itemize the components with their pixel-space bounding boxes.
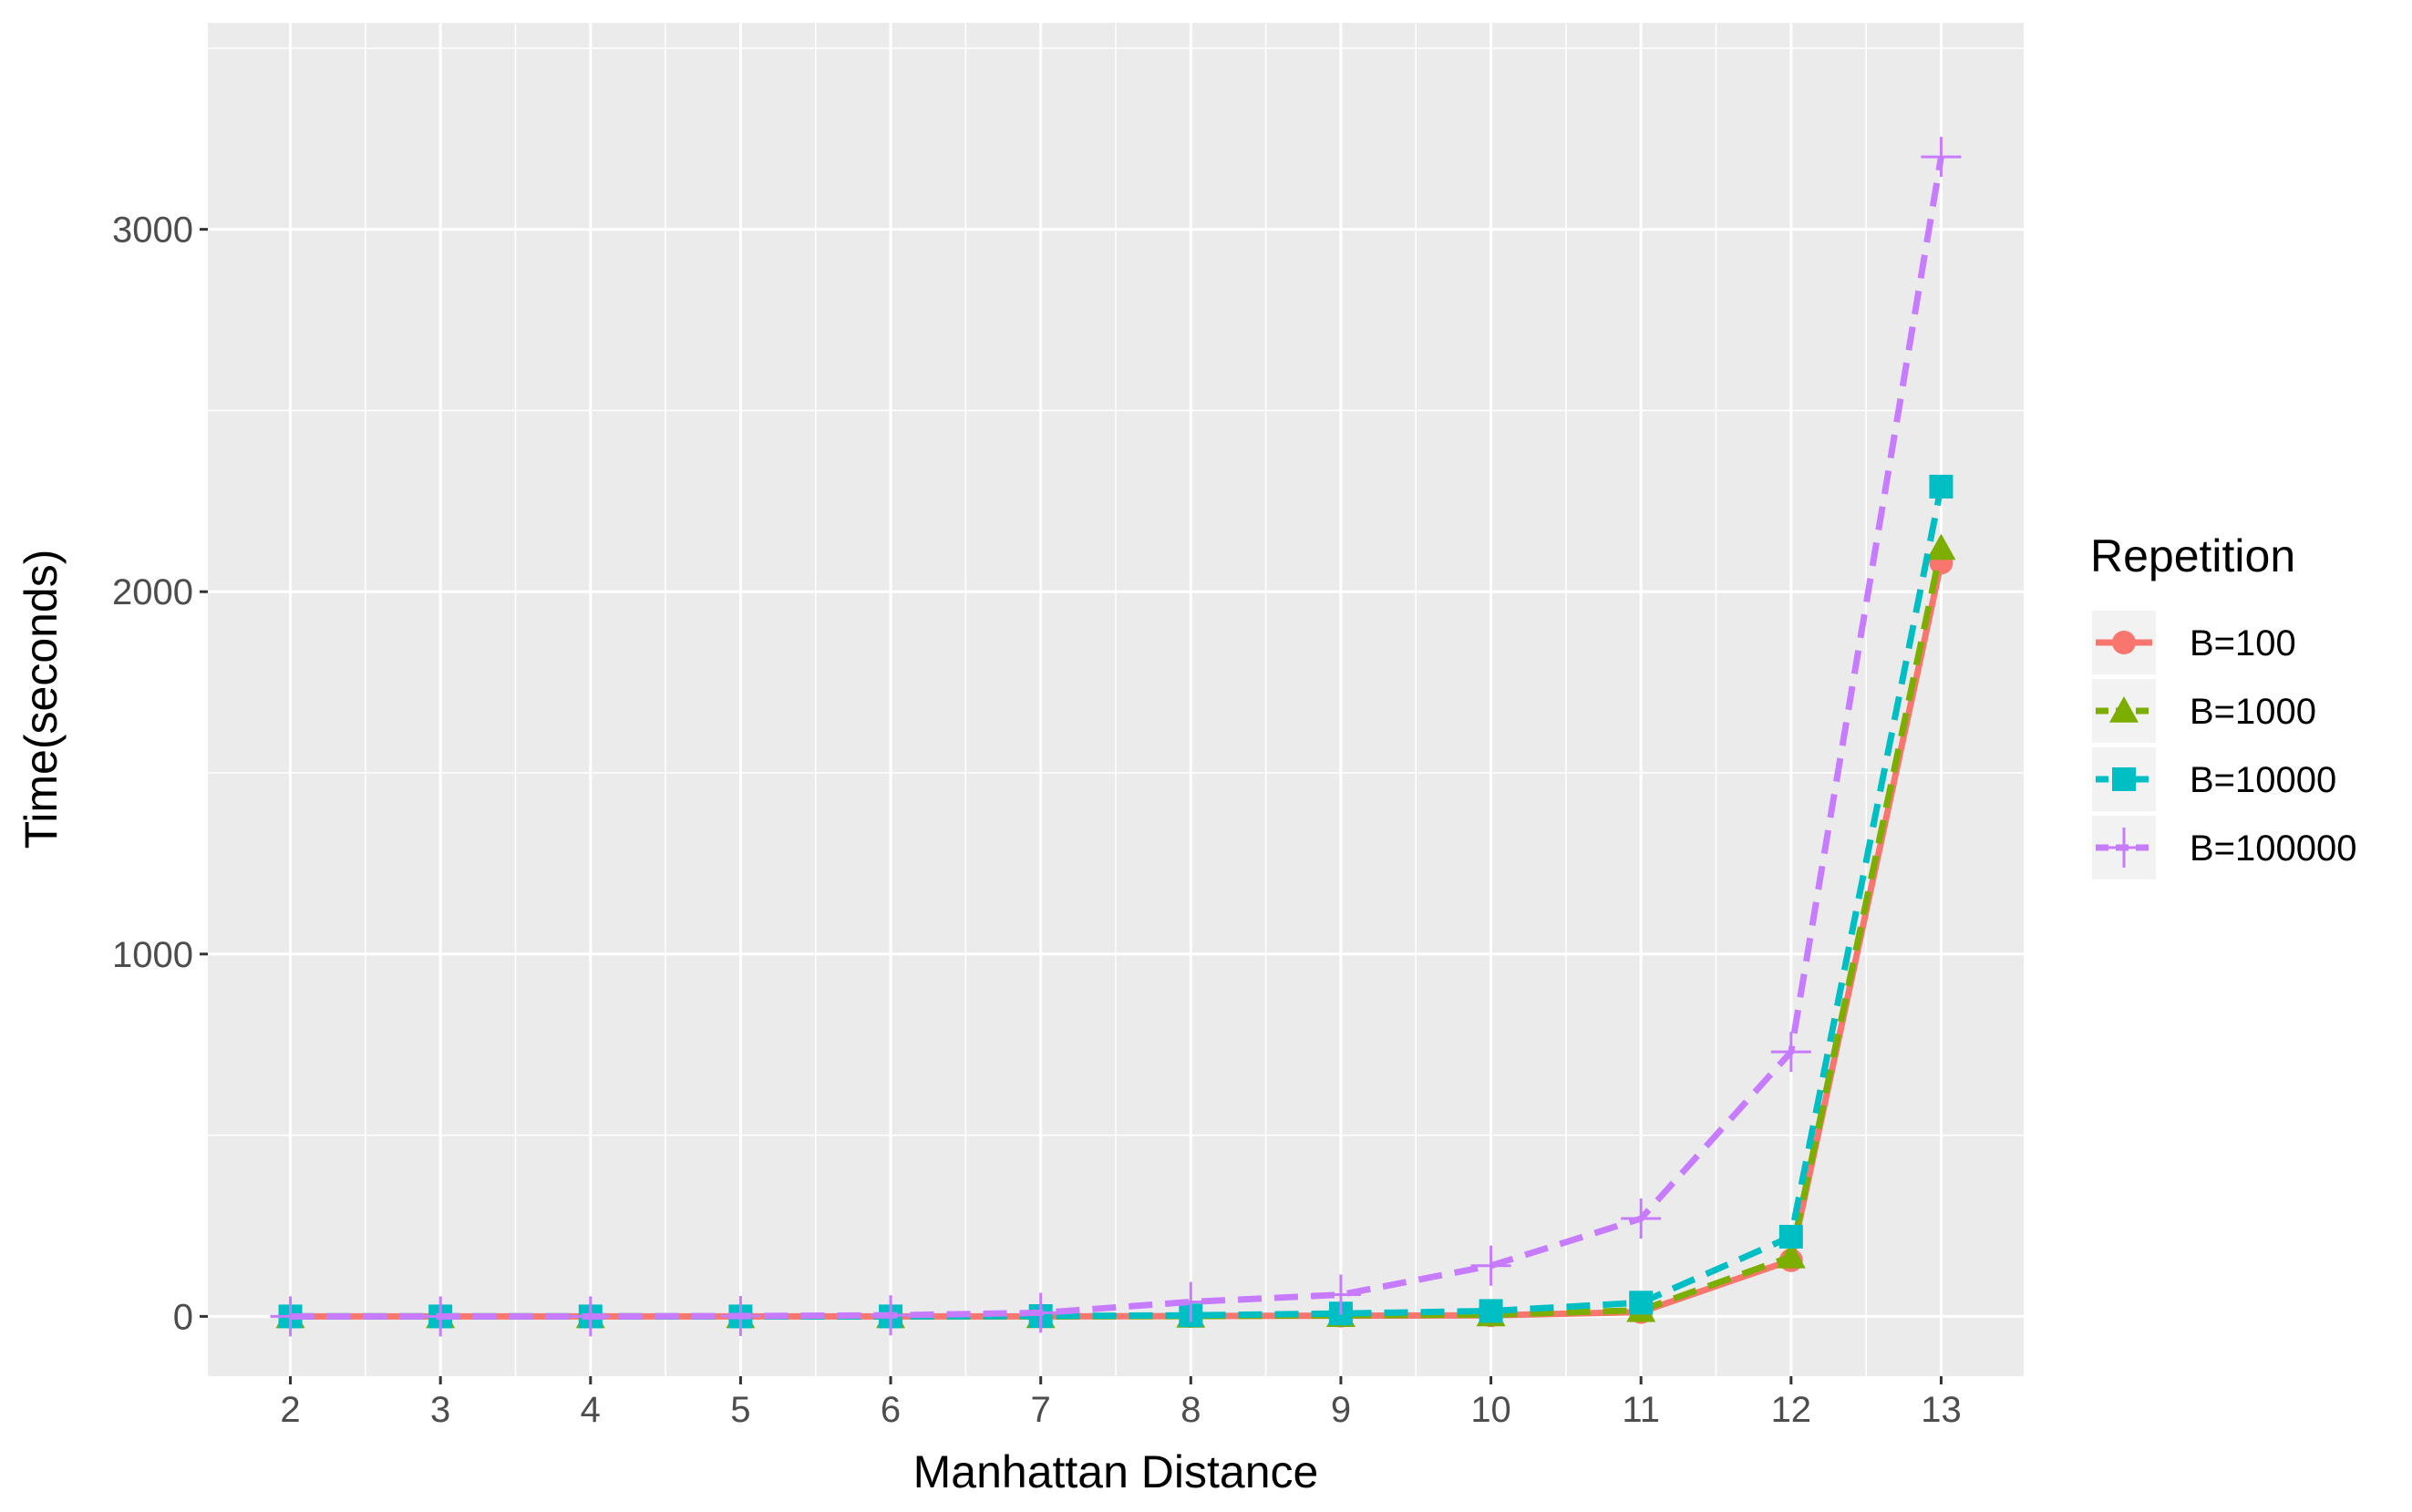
legend-label: B=10000: [2190, 760, 2336, 800]
legend-item: B=100000: [2092, 816, 2357, 879]
legend-item: B=1000: [2092, 679, 2316, 743]
x-tick-label: 6: [881, 1390, 901, 1430]
data-point: [871, 1295, 912, 1336]
series-layer: [270, 137, 1962, 1337]
legend-label: B=1000: [2190, 692, 2316, 732]
x-axis: 2 3 4 5 6 7 8 9 10 11 12 13: [280, 1376, 1962, 1430]
x-axis-title: Manhattan Distance: [913, 1446, 1319, 1497]
y-tick-label: 0: [173, 1297, 193, 1337]
legend-items: B=100 B=1000 B=10000 B=100000: [2092, 611, 2357, 879]
data-point: [1320, 1274, 1361, 1315]
data-point: [1621, 1198, 1662, 1239]
x-tick-label: 11: [1622, 1390, 1660, 1430]
legend-title: Repetition: [2090, 530, 2295, 581]
data-point: [720, 1296, 761, 1336]
x-tick-label: 7: [1031, 1390, 1051, 1430]
y-axis: 0 1000 2000 3000: [112, 211, 208, 1337]
data-point: [270, 1296, 311, 1337]
legend-marker: [2112, 767, 2136, 791]
legend-marker: [2112, 631, 2136, 654]
x-tick-label: 3: [430, 1390, 450, 1430]
minor-grid: [208, 23, 2024, 1376]
legend-label: B=100000: [2190, 828, 2357, 869]
y-tick-label: 1000: [112, 935, 193, 975]
data-point: [1020, 1292, 1061, 1333]
legend-item: B=10000: [2092, 747, 2336, 811]
x-tick-label: 4: [581, 1390, 601, 1430]
data-point: [1921, 137, 1962, 178]
data-point: [420, 1296, 461, 1337]
data-point: [1929, 474, 1953, 499]
y-tick-label: 3000: [112, 211, 193, 251]
x-tick-label: 5: [730, 1390, 750, 1430]
x-tick-label: 13: [1921, 1390, 1962, 1430]
legend-label: B=100: [2190, 623, 2296, 663]
legend-marker: [2109, 696, 2139, 723]
series-line: [290, 156, 1944, 1320]
data-point: [1470, 1245, 1511, 1286]
legend-marker: [2104, 828, 2144, 868]
x-tick-label: 8: [1180, 1390, 1201, 1430]
data-point: [570, 1296, 611, 1337]
legend: Repetition B=100 B=1000 B=10000 B=100000: [2090, 530, 2357, 879]
y-tick-label: 2000: [112, 572, 193, 612]
legend-item: B=100: [2092, 611, 2296, 674]
data-point: [1170, 1281, 1211, 1322]
x-tick-label: 9: [1331, 1390, 1351, 1430]
data-point: [1770, 1032, 1811, 1073]
data-point: [1926, 533, 1956, 561]
y-axis-title: Time(seconds): [15, 550, 67, 849]
x-tick-label: 2: [280, 1390, 300, 1430]
x-tick-label: 10: [1470, 1390, 1511, 1430]
data-point: [1629, 1291, 1654, 1315]
data-point: [1479, 1299, 1503, 1323]
data-point: [1776, 1241, 1806, 1269]
series-B=100000: [270, 137, 1962, 1337]
x-tick-label: 12: [1771, 1390, 1812, 1430]
data-point: [1778, 1224, 1803, 1249]
